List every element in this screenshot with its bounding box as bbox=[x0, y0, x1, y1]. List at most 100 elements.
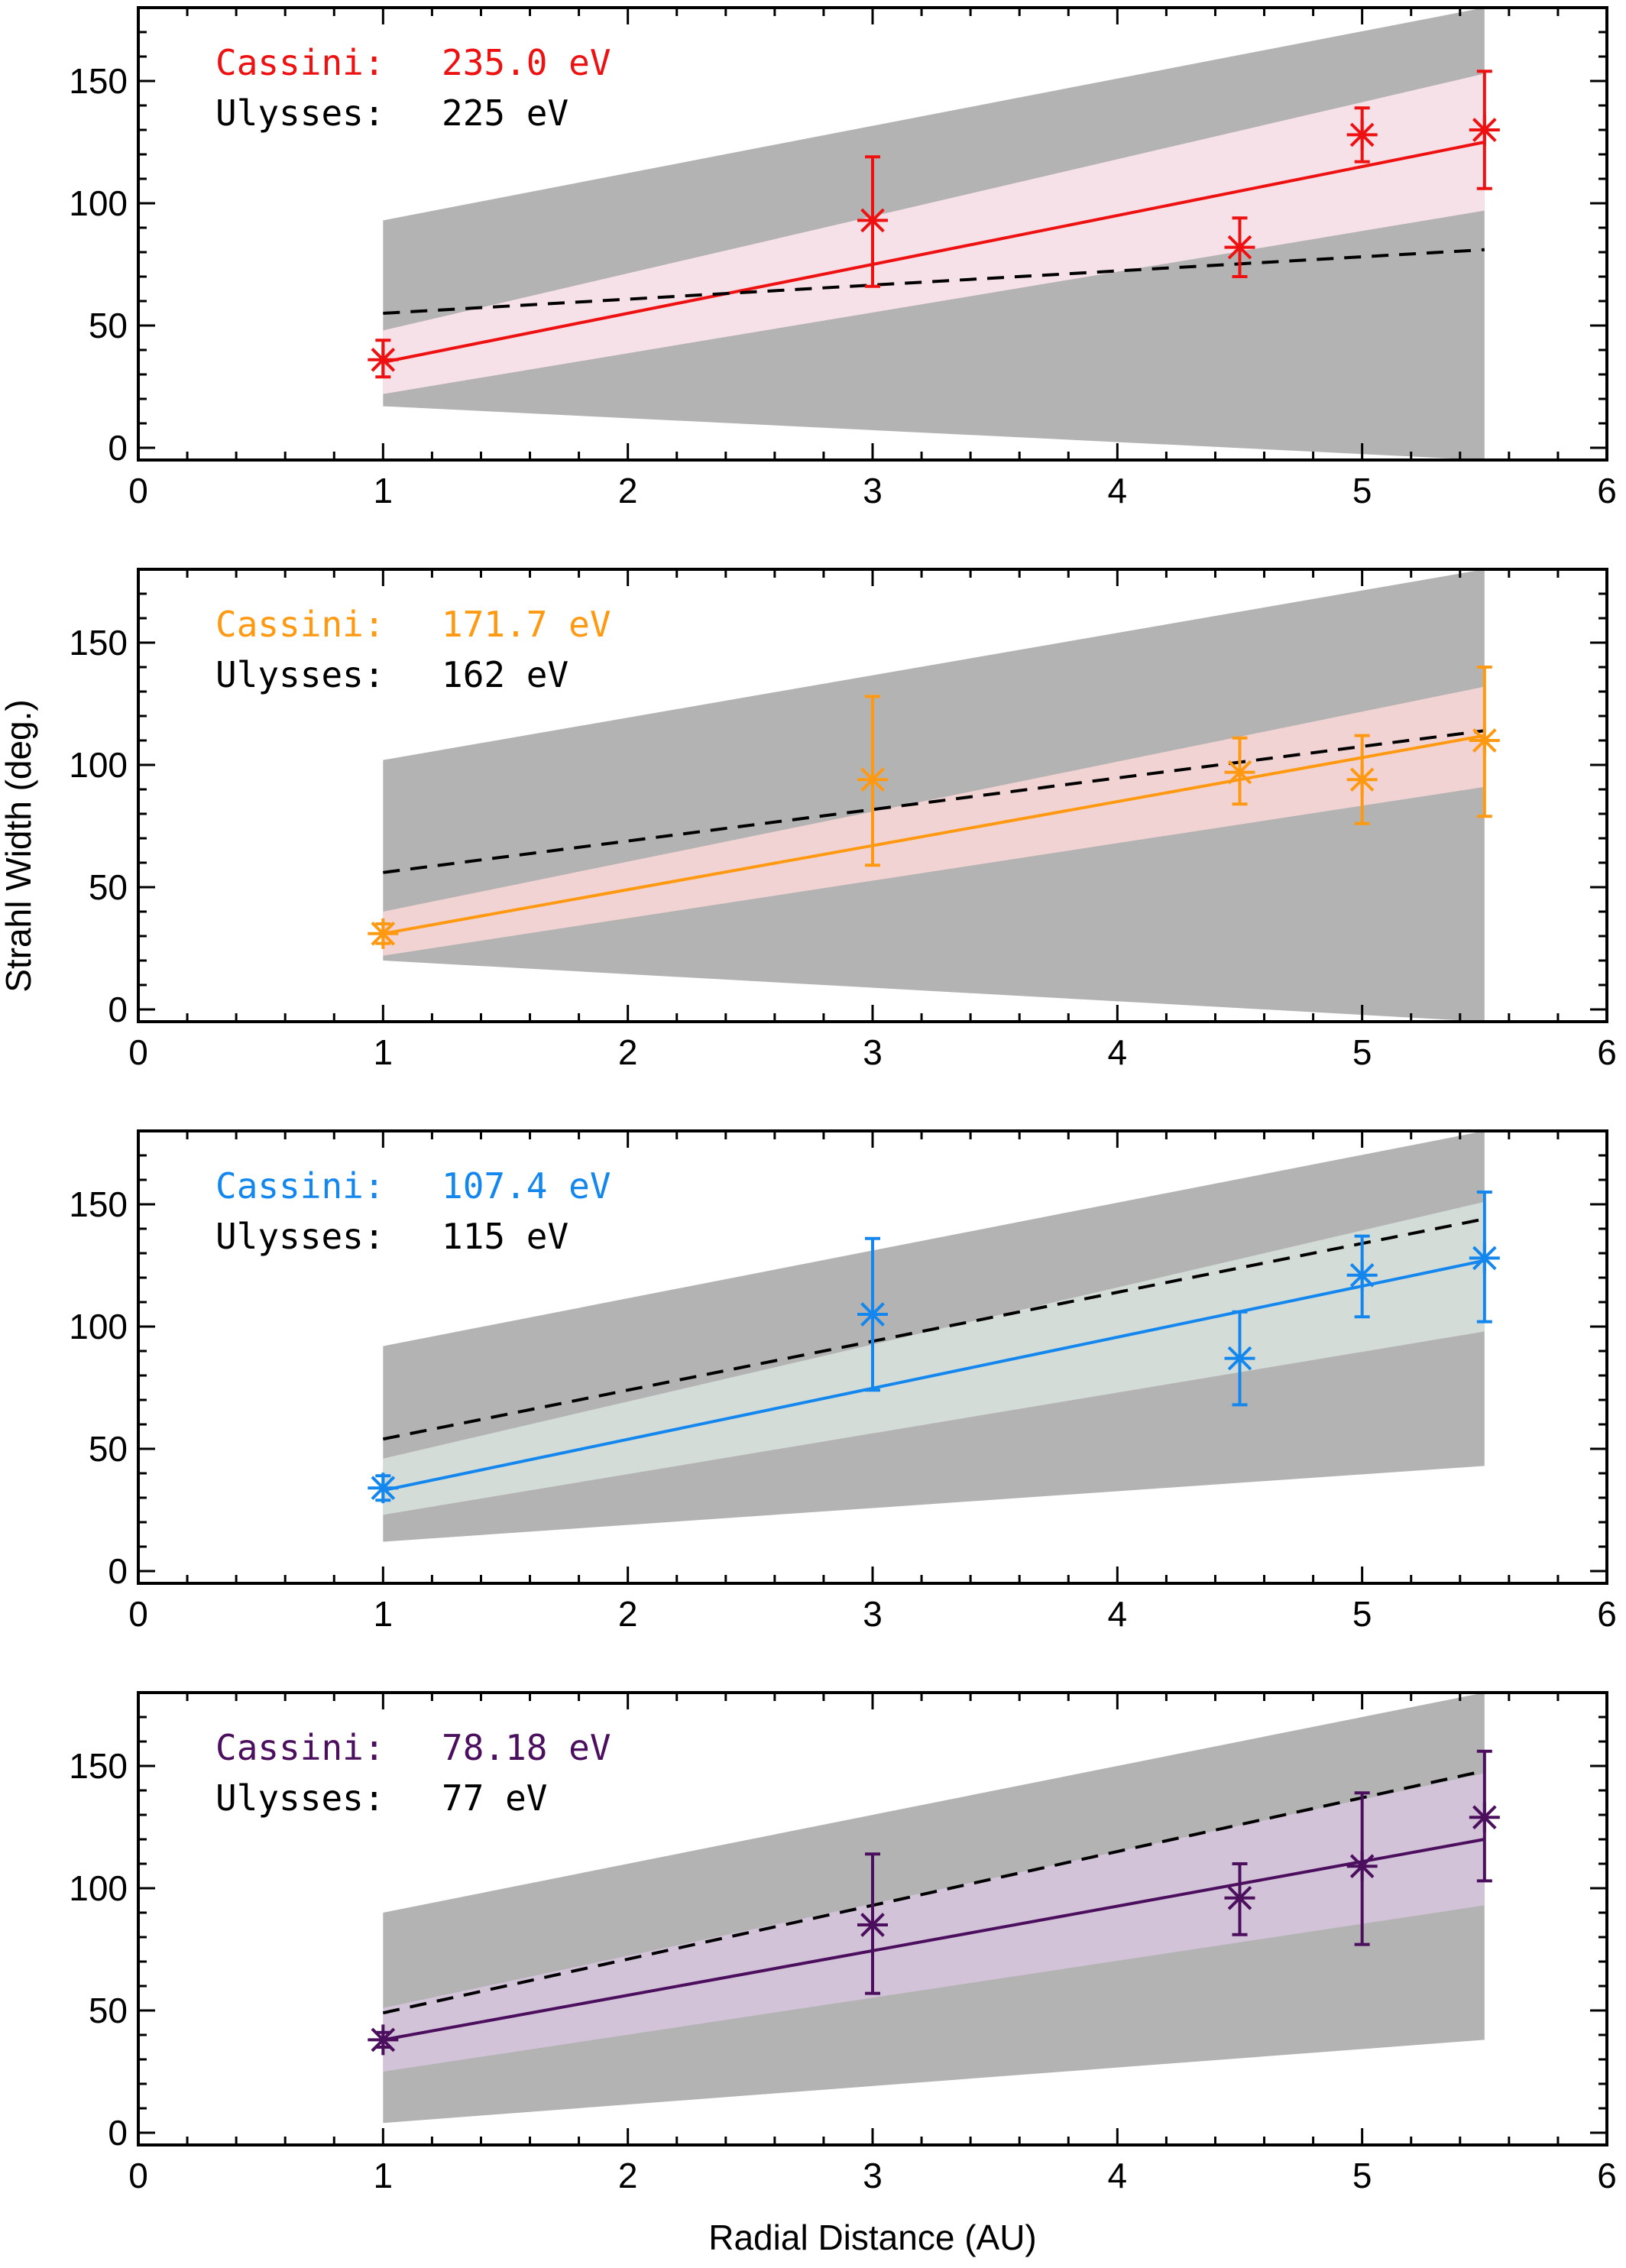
data-point-1 bbox=[368, 918, 399, 949]
marker-stroke bbox=[1227, 1885, 1252, 1910]
marker-stroke bbox=[371, 921, 396, 946]
legend-label: Ulysses: bbox=[215, 1216, 385, 1257]
legend-label: Ulysses: bbox=[215, 654, 385, 695]
x-tick-label: 0 bbox=[128, 1032, 148, 1072]
y-tick-label: 100 bbox=[69, 183, 128, 223]
fit-confidence-band bbox=[383, 1201, 1485, 1515]
plot-area bbox=[368, 1693, 1500, 2124]
marker-stroke bbox=[371, 2027, 396, 2053]
x-axis-title: Radial Distance (AU) bbox=[708, 2218, 1036, 2257]
x-tick-label: 1 bbox=[374, 2156, 394, 2195]
legend-label: Cassini: bbox=[215, 42, 385, 83]
marker-stroke bbox=[1227, 235, 1252, 260]
legend-value: 77 eV bbox=[442, 1777, 547, 1819]
x-tick-label: 2 bbox=[618, 2156, 638, 2195]
x-tick-label: 5 bbox=[1352, 2156, 1372, 2195]
data-point-2 bbox=[857, 155, 888, 288]
y-tick-label: 0 bbox=[108, 1551, 128, 1591]
marker-stroke bbox=[371, 1476, 396, 1501]
y-tick-label: 0 bbox=[108, 428, 128, 468]
data-point-3 bbox=[1224, 1310, 1255, 1407]
y-tick-label: 100 bbox=[69, 745, 128, 785]
data-point-4 bbox=[1346, 106, 1378, 164]
legend-label: Cassini: bbox=[215, 1727, 385, 1768]
x-tick-label: 5 bbox=[1352, 1032, 1372, 1072]
data-point-2 bbox=[857, 1852, 888, 1995]
marker-stroke bbox=[860, 1302, 885, 1327]
marker-stroke bbox=[1227, 760, 1252, 785]
marker-stroke bbox=[860, 208, 885, 233]
data-point-3 bbox=[1224, 1862, 1255, 1936]
x-tick-label: 0 bbox=[128, 471, 148, 510]
ulysses-dashed-line bbox=[382, 1217, 1485, 1441]
data-point-5 bbox=[1469, 666, 1500, 818]
marker-stroke bbox=[1349, 767, 1375, 792]
legend-value: 162 eV bbox=[442, 654, 568, 695]
y-tick-label: 150 bbox=[69, 1184, 128, 1224]
fit-confidence-band bbox=[383, 686, 1485, 956]
ulysses-dashed-line bbox=[382, 1769, 1485, 2015]
x-tick-label: 4 bbox=[1108, 1032, 1128, 1072]
data-point-2 bbox=[857, 695, 888, 867]
marker-stroke bbox=[1227, 1346, 1252, 1371]
marker-stroke bbox=[1349, 1854, 1375, 1879]
y-tick-label: 150 bbox=[69, 61, 128, 101]
legend-label: Cassini: bbox=[215, 604, 385, 645]
ulysses-dashed-line bbox=[383, 729, 1485, 874]
axis-ticks bbox=[137, 6, 1608, 460]
data-point-5 bbox=[1469, 70, 1500, 190]
x-tick-label: 1 bbox=[374, 1032, 394, 1072]
axis-ticks bbox=[137, 1691, 1608, 2145]
legend-value: 78.18 eV bbox=[442, 1727, 611, 1768]
y-tick-label: 50 bbox=[89, 1429, 128, 1469]
data-point-3 bbox=[1224, 736, 1255, 806]
marker-stroke bbox=[860, 767, 885, 792]
ulysses-dashed-line bbox=[383, 248, 1485, 315]
data-point-1 bbox=[368, 2024, 399, 2056]
y-tick-label: 150 bbox=[69, 1746, 128, 1786]
x-tick-label: 5 bbox=[1352, 471, 1372, 510]
fit-confidence-band bbox=[383, 1773, 1485, 2072]
y-tick-label: 50 bbox=[89, 867, 128, 907]
axis-ticks bbox=[137, 568, 1608, 1022]
chart-panel-2: 0 1 2 3 4 5 6 0 50 100 150 Cassini: 171.7 eV Ulysses:… bbox=[69, 568, 1617, 1072]
cassini-fit-line bbox=[382, 141, 1485, 364]
y-tick-label: 100 bbox=[69, 1868, 128, 1908]
x-tick-label: 2 bbox=[618, 1594, 638, 1634]
x-tick-label: 2 bbox=[618, 1032, 638, 1072]
cassini-fit-line bbox=[382, 1259, 1485, 1492]
y-tick-label: 100 bbox=[69, 1307, 128, 1346]
x-tick-label: 3 bbox=[863, 1594, 883, 1634]
chart-panel-4: 0 1 2 3 4 5 6 0 50 100 150 Cassini: 78.18 eV Ulysses:… bbox=[69, 1691, 1617, 2195]
plot-area bbox=[368, 569, 1500, 1022]
x-tick-label: 6 bbox=[1597, 2156, 1617, 2195]
x-tick-label: 6 bbox=[1597, 471, 1617, 510]
data-point-4 bbox=[1346, 734, 1378, 825]
axis-ticks bbox=[137, 1129, 1608, 1583]
y-tick-label: 50 bbox=[89, 306, 128, 345]
cassini-fit-line bbox=[382, 734, 1485, 935]
marker-stroke bbox=[1472, 728, 1497, 753]
chart-panel-1: 0 1 2 3 4 5 6 0 50 100 150 Cassini: 235.0 eV Ulysses:… bbox=[69, 6, 1617, 510]
x-tick-label: 5 bbox=[1352, 1594, 1372, 1634]
marker-stroke bbox=[371, 347, 396, 372]
x-tick-label: 3 bbox=[863, 2156, 883, 2195]
x-tick-label: 4 bbox=[1108, 2156, 1128, 2195]
marker-stroke bbox=[1472, 1805, 1497, 1830]
fit-confidence-band bbox=[383, 73, 1485, 394]
x-tick-label: 3 bbox=[863, 471, 883, 510]
x-tick-label: 6 bbox=[1597, 1594, 1617, 1634]
data-point-3 bbox=[1224, 216, 1255, 278]
marker-stroke bbox=[1472, 118, 1497, 142]
legend-label: Ulysses: bbox=[215, 92, 385, 134]
legend-value: 235.0 eV bbox=[442, 42, 611, 83]
data-point-1 bbox=[368, 339, 399, 379]
legend-label: Cassini: bbox=[215, 1165, 385, 1207]
data-point-5 bbox=[1469, 1749, 1500, 1883]
legend-value: 171.7 eV bbox=[442, 604, 611, 645]
data-point-4 bbox=[1346, 1234, 1378, 1319]
legend-value: 225 eV bbox=[442, 92, 568, 134]
y-tick-label: 0 bbox=[108, 990, 128, 1029]
